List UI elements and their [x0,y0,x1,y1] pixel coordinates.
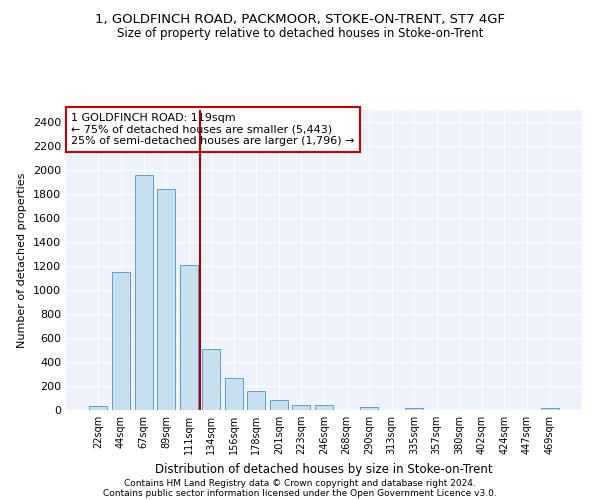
Y-axis label: Number of detached properties: Number of detached properties [17,172,28,348]
Bar [157,189,175,410]
Bar [360,407,378,410]
Text: Contains HM Land Registry data © Crown copyright and database right 2024.: Contains HM Land Registry data © Crown c… [124,478,476,488]
Bar [179,265,198,410]
Text: 1 GOLDFINCH ROAD: 119sqm
← 75% of detached houses are smaller (5,443)
25% of sem: 1 GOLDFINCH ROAD: 119sqm ← 75% of detach… [71,113,355,146]
Bar [134,175,152,410]
Bar [541,408,559,410]
Bar [89,406,107,410]
Bar [292,404,310,410]
Text: Size of property relative to detached houses in Stoke-on-Trent: Size of property relative to detached ho… [117,28,483,40]
Text: Contains public sector information licensed under the Open Government Licence v3: Contains public sector information licen… [103,488,497,498]
Bar [270,400,288,410]
Bar [315,405,333,410]
Bar [202,349,220,410]
Text: 1, GOLDFINCH ROAD, PACKMOOR, STOKE-ON-TRENT, ST7 4GF: 1, GOLDFINCH ROAD, PACKMOOR, STOKE-ON-TR… [95,12,505,26]
X-axis label: Distribution of detached houses by size in Stoke-on-Trent: Distribution of detached houses by size … [155,462,493,475]
Bar [247,392,265,410]
Bar [405,408,423,410]
Bar [225,378,243,410]
Bar [112,272,130,410]
